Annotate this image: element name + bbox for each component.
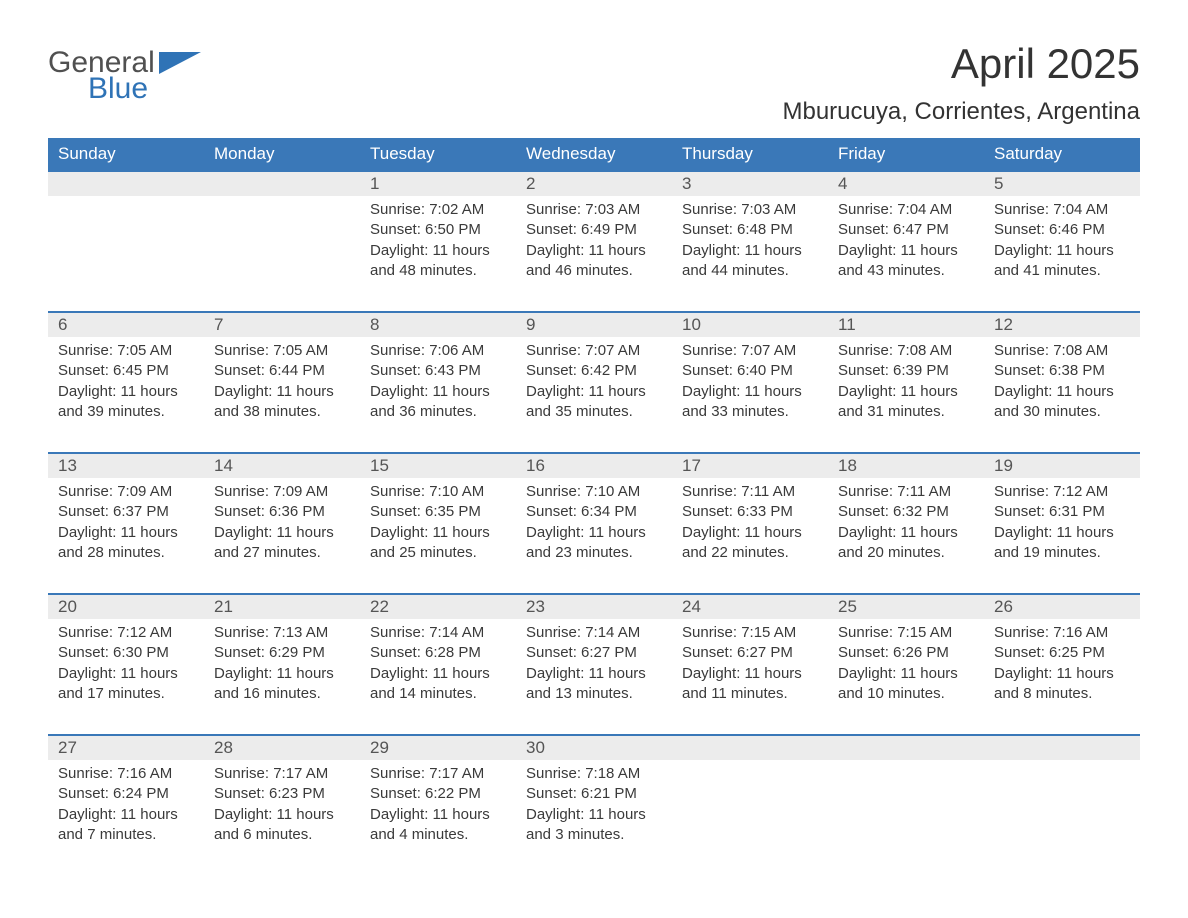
brand-logo: General Blue	[48, 46, 201, 106]
location-subtitle: Mburucuya, Corrientes, Argentina	[782, 98, 1140, 126]
day-data-row: Sunrise: 7:05 AMSunset: 6:45 PMDaylight:…	[48, 337, 1140, 453]
day-number-row: 12345	[48, 171, 1140, 196]
day-number: 19	[984, 453, 1140, 478]
day-cell	[672, 760, 828, 855]
day-number: 24	[672, 594, 828, 619]
day-data-row: Sunrise: 7:16 AMSunset: 6:24 PMDaylight:…	[48, 760, 1140, 855]
day-number: 10	[672, 312, 828, 337]
day-number: 18	[828, 453, 984, 478]
col-tuesday: Tuesday	[360, 138, 516, 171]
day-number: 22	[360, 594, 516, 619]
day-cell: Sunrise: 7:10 AMSunset: 6:34 PMDaylight:…	[516, 478, 672, 594]
day-number: 6	[48, 312, 204, 337]
day-cell: Sunrise: 7:05 AMSunset: 6:44 PMDaylight:…	[204, 337, 360, 453]
day-number: 7	[204, 312, 360, 337]
weekday-header-row: Sunday Monday Tuesday Wednesday Thursday…	[48, 138, 1140, 171]
col-saturday: Saturday	[984, 138, 1140, 171]
day-number	[828, 735, 984, 760]
day-cell: Sunrise: 7:11 AMSunset: 6:33 PMDaylight:…	[672, 478, 828, 594]
day-cell: Sunrise: 7:03 AMSunset: 6:49 PMDaylight:…	[516, 196, 672, 312]
day-number: 1	[360, 171, 516, 196]
month-title: April 2025	[782, 40, 1140, 88]
day-number: 4	[828, 171, 984, 196]
day-number: 29	[360, 735, 516, 760]
day-cell: Sunrise: 7:16 AMSunset: 6:25 PMDaylight:…	[984, 619, 1140, 735]
day-number: 11	[828, 312, 984, 337]
day-cell	[828, 760, 984, 855]
day-number: 26	[984, 594, 1140, 619]
day-number: 13	[48, 453, 204, 478]
day-cell: Sunrise: 7:05 AMSunset: 6:45 PMDaylight:…	[48, 337, 204, 453]
day-cell	[984, 760, 1140, 855]
day-cell: Sunrise: 7:02 AMSunset: 6:50 PMDaylight:…	[360, 196, 516, 312]
day-cell	[204, 196, 360, 312]
flag-icon	[159, 52, 201, 74]
day-data-row: Sunrise: 7:12 AMSunset: 6:30 PMDaylight:…	[48, 619, 1140, 735]
day-number: 9	[516, 312, 672, 337]
day-number: 8	[360, 312, 516, 337]
day-number: 23	[516, 594, 672, 619]
day-number: 20	[48, 594, 204, 619]
col-sunday: Sunday	[48, 138, 204, 171]
day-cell: Sunrise: 7:17 AMSunset: 6:22 PMDaylight:…	[360, 760, 516, 855]
day-cell: Sunrise: 7:10 AMSunset: 6:35 PMDaylight:…	[360, 478, 516, 594]
day-number: 16	[516, 453, 672, 478]
col-monday: Monday	[204, 138, 360, 171]
day-cell: Sunrise: 7:14 AMSunset: 6:28 PMDaylight:…	[360, 619, 516, 735]
day-cell: Sunrise: 7:12 AMSunset: 6:30 PMDaylight:…	[48, 619, 204, 735]
day-cell: Sunrise: 7:17 AMSunset: 6:23 PMDaylight:…	[204, 760, 360, 855]
day-cell: Sunrise: 7:12 AMSunset: 6:31 PMDaylight:…	[984, 478, 1140, 594]
day-cell: Sunrise: 7:18 AMSunset: 6:21 PMDaylight:…	[516, 760, 672, 855]
title-block: April 2025 Mburucuya, Corrientes, Argent…	[782, 40, 1140, 136]
day-cell	[48, 196, 204, 312]
col-friday: Friday	[828, 138, 984, 171]
day-data-row: Sunrise: 7:02 AMSunset: 6:50 PMDaylight:…	[48, 196, 1140, 312]
day-cell: Sunrise: 7:15 AMSunset: 6:26 PMDaylight:…	[828, 619, 984, 735]
day-number-row: 13141516171819	[48, 453, 1140, 478]
day-cell: Sunrise: 7:14 AMSunset: 6:27 PMDaylight:…	[516, 619, 672, 735]
day-cell: Sunrise: 7:09 AMSunset: 6:36 PMDaylight:…	[204, 478, 360, 594]
day-cell: Sunrise: 7:08 AMSunset: 6:38 PMDaylight:…	[984, 337, 1140, 453]
day-number: 12	[984, 312, 1140, 337]
day-number: 21	[204, 594, 360, 619]
day-number: 28	[204, 735, 360, 760]
day-number-row: 6789101112	[48, 312, 1140, 337]
day-number: 17	[672, 453, 828, 478]
day-number: 3	[672, 171, 828, 196]
day-number: 27	[48, 735, 204, 760]
day-data-row: Sunrise: 7:09 AMSunset: 6:37 PMDaylight:…	[48, 478, 1140, 594]
day-number	[48, 171, 204, 196]
day-cell: Sunrise: 7:08 AMSunset: 6:39 PMDaylight:…	[828, 337, 984, 453]
day-number: 25	[828, 594, 984, 619]
day-cell: Sunrise: 7:15 AMSunset: 6:27 PMDaylight:…	[672, 619, 828, 735]
day-number-row: 27282930	[48, 735, 1140, 760]
calendar-table: Sunday Monday Tuesday Wednesday Thursday…	[48, 138, 1140, 855]
day-cell: Sunrise: 7:07 AMSunset: 6:40 PMDaylight:…	[672, 337, 828, 453]
day-cell: Sunrise: 7:06 AMSunset: 6:43 PMDaylight:…	[360, 337, 516, 453]
day-cell: Sunrise: 7:11 AMSunset: 6:32 PMDaylight:…	[828, 478, 984, 594]
day-number: 30	[516, 735, 672, 760]
day-cell: Sunrise: 7:04 AMSunset: 6:47 PMDaylight:…	[828, 196, 984, 312]
day-number: 15	[360, 453, 516, 478]
day-number: 14	[204, 453, 360, 478]
col-wednesday: Wednesday	[516, 138, 672, 171]
day-cell: Sunrise: 7:13 AMSunset: 6:29 PMDaylight:…	[204, 619, 360, 735]
day-number	[672, 735, 828, 760]
col-thursday: Thursday	[672, 138, 828, 171]
day-cell: Sunrise: 7:04 AMSunset: 6:46 PMDaylight:…	[984, 196, 1140, 312]
page-header: General Blue April 2025 Mburucuya, Corri…	[48, 40, 1140, 136]
day-number: 2	[516, 171, 672, 196]
day-cell: Sunrise: 7:16 AMSunset: 6:24 PMDaylight:…	[48, 760, 204, 855]
day-cell: Sunrise: 7:03 AMSunset: 6:48 PMDaylight:…	[672, 196, 828, 312]
day-number-row: 20212223242526	[48, 594, 1140, 619]
day-number: 5	[984, 171, 1140, 196]
day-cell: Sunrise: 7:07 AMSunset: 6:42 PMDaylight:…	[516, 337, 672, 453]
day-cell: Sunrise: 7:09 AMSunset: 6:37 PMDaylight:…	[48, 478, 204, 594]
day-number	[204, 171, 360, 196]
brand-word-2: Blue	[88, 72, 148, 106]
day-number	[984, 735, 1140, 760]
